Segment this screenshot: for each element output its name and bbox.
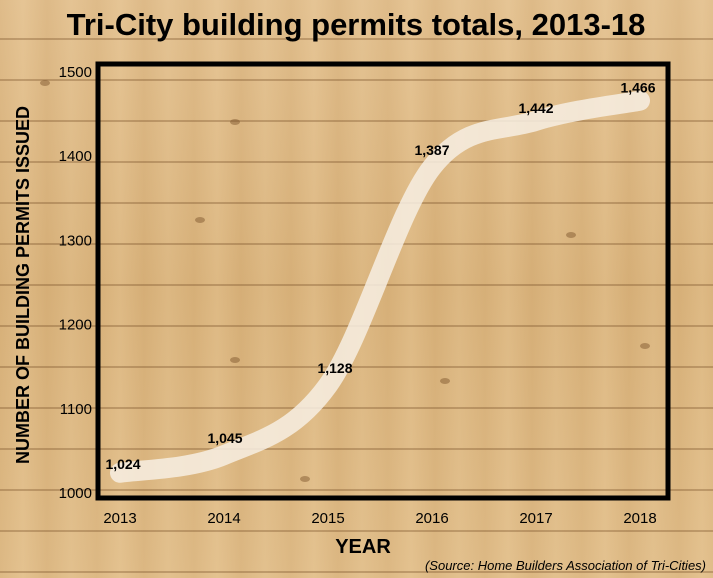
- data-label: 1,128: [317, 360, 352, 376]
- series-line: [110, 90, 650, 483]
- x-axis-ticks: 2013 2014 2015 2016 2017 2018: [103, 510, 656, 527]
- y-tick-label: 1000: [59, 485, 92, 502]
- y-axis-ticks: 1000 1100 1200 1300 1400 1500: [59, 64, 92, 502]
- source-note: (Source: Home Builders Association of Tr…: [425, 558, 706, 573]
- x-axis-title: YEAR: [335, 536, 391, 558]
- wood-knot: [230, 119, 240, 125]
- x-tick-label: 2014: [207, 510, 240, 527]
- chart-marks: [110, 90, 650, 483]
- y-tick-label: 1500: [59, 64, 92, 81]
- wood-knot: [440, 378, 450, 384]
- wood-knot: [300, 476, 310, 482]
- x-tick-label: 2015: [311, 510, 344, 527]
- data-label: 1,045: [207, 430, 242, 446]
- wood-knot: [640, 343, 650, 349]
- data-point: [221, 452, 227, 458]
- wood-knot: [195, 217, 205, 223]
- y-axis-title: NUMBER OF BUILDING PERMITS ISSUED: [13, 106, 33, 464]
- y-tick-label: 1400: [59, 148, 92, 165]
- wood-knot: [566, 232, 576, 238]
- data-label: 1,024: [105, 456, 140, 472]
- y-tick-label: 1300: [59, 232, 92, 249]
- data-label: 1,466: [620, 80, 655, 96]
- x-tick-label: 2013: [103, 510, 136, 527]
- y-tick-label: 1100: [60, 401, 92, 418]
- x-tick-label: 2017: [519, 510, 552, 527]
- data-point: [637, 98, 643, 104]
- chart-title: Tri-City building permits totals, 2013-1…: [67, 7, 646, 42]
- plot-frame: [95, 61, 671, 501]
- data-point: [429, 164, 435, 170]
- data-point: [325, 382, 331, 388]
- x-tick-label: 2016: [415, 510, 448, 527]
- data-labels: 1,024 1,045 1,128 1,387 1,442 1,466: [105, 80, 655, 472]
- data-label: 1,442: [518, 100, 553, 116]
- wood-knot: [230, 357, 240, 363]
- data-label: 1,387: [414, 142, 449, 158]
- data-point: [533, 118, 539, 124]
- y-tick-label: 1200: [59, 317, 92, 334]
- x-tick-label: 2018: [623, 510, 656, 527]
- wood-knot: [40, 80, 50, 86]
